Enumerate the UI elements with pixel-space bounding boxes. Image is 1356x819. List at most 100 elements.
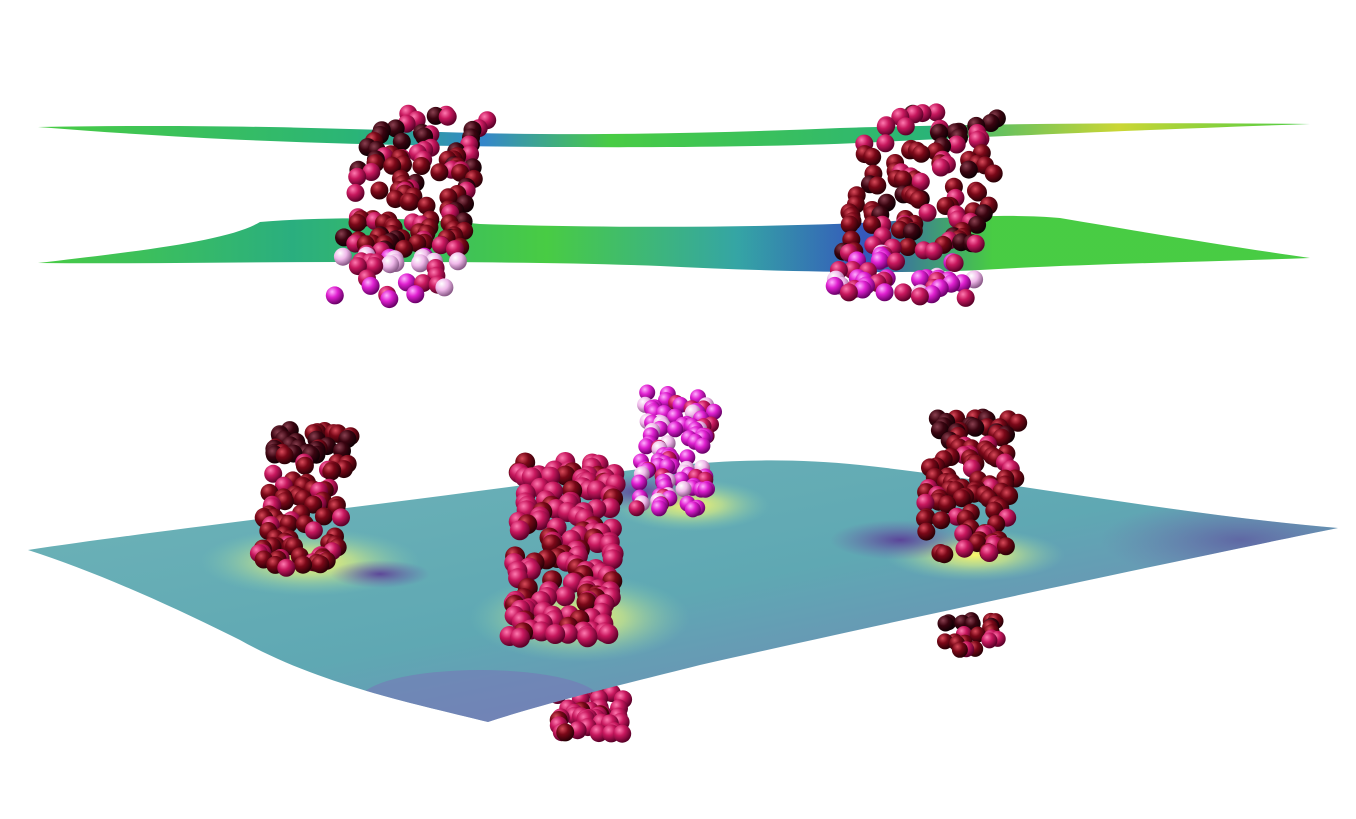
- residue-bead: [984, 164, 1003, 183]
- residue-bead: [411, 254, 430, 273]
- residue-bead: [412, 157, 431, 175]
- residue-bead: [918, 203, 937, 222]
- residue-bead: [295, 456, 314, 475]
- residue-bead: [555, 465, 576, 486]
- residue-bead: [894, 283, 913, 302]
- residue-bead: [911, 270, 930, 289]
- residue-bead: [448, 252, 467, 271]
- residue-bead: [264, 464, 283, 483]
- residue-bead: [451, 163, 470, 182]
- residue-bead: [863, 147, 882, 166]
- residue-bead: [924, 242, 943, 261]
- residue-bead: [992, 428, 1011, 447]
- residue-bead: [684, 501, 701, 518]
- residue-bead: [966, 234, 985, 253]
- residue-bead: [875, 283, 894, 302]
- residue-bead: [294, 555, 312, 574]
- residue-bead: [917, 522, 936, 541]
- residue-bead: [401, 192, 420, 211]
- residue-bead: [277, 558, 296, 577]
- residue-bead: [954, 524, 973, 543]
- residue-bead: [916, 493, 935, 512]
- residue-bead: [332, 508, 350, 527]
- protein-right-underside: [937, 612, 1006, 658]
- residue-bead: [894, 170, 912, 189]
- residue-bead: [896, 117, 915, 136]
- residue-bead: [980, 544, 999, 562]
- residue-bead: [555, 586, 576, 607]
- residue-bead: [380, 290, 399, 309]
- bottom-membrane-panel: [28, 384, 1338, 743]
- residue-bead: [966, 418, 985, 437]
- residue-bead: [937, 615, 954, 632]
- residue-bead: [311, 555, 330, 574]
- residue-bead: [938, 495, 957, 514]
- residue-bead: [435, 278, 454, 297]
- residue-bead: [667, 421, 684, 438]
- protein-right: [916, 408, 1028, 564]
- residue-bead: [348, 167, 367, 186]
- residue-bead: [577, 627, 598, 648]
- protein-center-underside: [548, 681, 633, 743]
- residue-bead: [968, 215, 987, 234]
- residue-bead: [361, 276, 380, 295]
- residue-bead: [927, 103, 946, 122]
- residue-bead: [631, 474, 648, 491]
- residue-bead: [839, 283, 858, 302]
- residue-bead: [853, 280, 872, 299]
- residue-bead: [598, 624, 619, 644]
- residue-bead: [510, 627, 530, 648]
- residue-bead: [694, 437, 711, 454]
- residue-bead: [651, 500, 668, 517]
- residue-bead: [576, 592, 597, 613]
- residue-bead: [947, 135, 966, 154]
- residue-bead: [275, 446, 294, 465]
- residue-bead: [697, 481, 714, 498]
- residue-bead: [996, 537, 1015, 556]
- residue-bead: [613, 724, 632, 743]
- residue-bead: [602, 549, 623, 570]
- residue-bead: [322, 462, 341, 481]
- residue-bead: [430, 163, 449, 182]
- residue-bead: [679, 449, 696, 466]
- top-protein-right: [825, 103, 1006, 307]
- residue-bead: [898, 238, 917, 256]
- residue-bead: [876, 134, 895, 153]
- top-membrane-panel: [38, 103, 1310, 309]
- residue-bead: [931, 158, 950, 177]
- residue-bead: [951, 641, 968, 658]
- protein-left: [249, 421, 360, 577]
- residue-bead: [902, 222, 921, 241]
- residue-bead: [304, 521, 323, 540]
- residue-bead: [438, 107, 457, 126]
- residue-bead: [956, 288, 975, 307]
- residue-bead: [825, 276, 844, 295]
- residue-bead: [840, 215, 859, 234]
- residue-bead: [545, 624, 566, 644]
- residue-bead: [1009, 413, 1028, 432]
- residue-bead: [383, 156, 402, 175]
- residue-bead: [333, 247, 352, 266]
- residue-bead: [509, 520, 530, 541]
- residue-bead: [868, 176, 887, 195]
- residue-bead: [955, 539, 974, 558]
- residue-bead: [386, 119, 405, 138]
- residue-bead: [325, 286, 344, 305]
- residue-bead: [910, 287, 929, 306]
- residue-bead: [959, 160, 978, 179]
- protein-center: [499, 452, 626, 648]
- residue-bead: [406, 285, 425, 304]
- residue-bead: [876, 117, 895, 136]
- residue-bead: [935, 545, 954, 564]
- residue-bead: [346, 183, 365, 202]
- residue-bead: [639, 384, 656, 401]
- residue-bead: [930, 123, 949, 142]
- residue-bead: [314, 507, 333, 526]
- residue-bead: [945, 254, 964, 272]
- residue-bead: [348, 257, 367, 276]
- residue-bead: [675, 481, 692, 497]
- protein-back-center: [628, 384, 722, 518]
- top-protein-left: [325, 104, 497, 309]
- residue-bead: [628, 500, 645, 517]
- bottom-proteins-underside-layer: [548, 612, 1006, 743]
